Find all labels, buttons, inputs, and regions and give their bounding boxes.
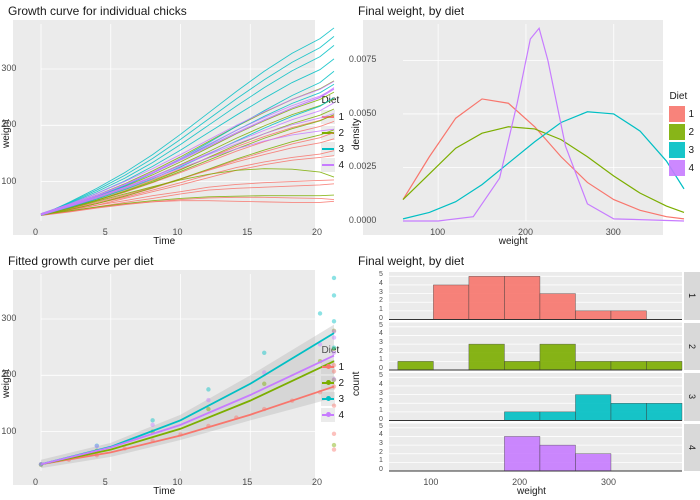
xlab-br: weight xyxy=(363,485,700,498)
xlab-tl: Time xyxy=(13,235,315,248)
ylab-br: count xyxy=(350,270,363,498)
panel-br: 1002003000123451012345201234530123454 xyxy=(363,270,700,485)
cell-tl: Growth curve for individual chicks weigh… xyxy=(0,0,350,250)
chart-grid: Growth curve for individual chicks weigh… xyxy=(0,0,700,500)
cell-bl: Fitted growth curve per diet weight 0510… xyxy=(0,250,350,500)
panel-tr: 1002003000.00000.00250.00500.0075 xyxy=(363,20,663,235)
panel-bl: 05101520100200300 xyxy=(13,270,315,485)
ylab-tl: weight xyxy=(0,20,13,248)
xlab-bl: Time xyxy=(13,485,315,498)
title-tl: Growth curve for individual chicks xyxy=(0,0,350,20)
cell-tr: Final weight, by diet density 1002003000… xyxy=(350,0,700,250)
ylab-bl: weight xyxy=(0,270,13,498)
panel-tl: 05101520100200300 xyxy=(13,20,315,235)
cell-br: Final weight, by diet count 100200300012… xyxy=(350,250,700,500)
title-bl: Fitted growth curve per diet xyxy=(0,250,350,270)
title-br: Final weight, by diet xyxy=(350,250,700,270)
title-tr: Final weight, by diet xyxy=(350,0,700,20)
